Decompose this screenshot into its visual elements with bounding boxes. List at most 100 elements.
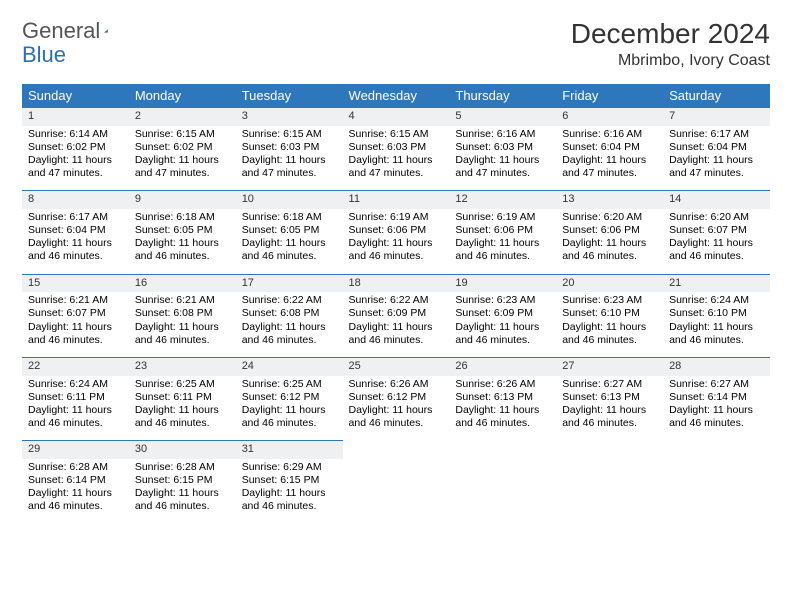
day-body: Sunrise: 6:19 AMSunset: 6:06 PMDaylight:… <box>449 209 556 274</box>
daylight-line: Daylight: 11 hours and 46 minutes. <box>349 237 444 263</box>
day-body: Sunrise: 6:27 AMSunset: 6:13 PMDaylight:… <box>556 376 663 441</box>
day-number: 12 <box>449 190 556 209</box>
sunrise-line: Sunrise: 6:15 AM <box>349 128 444 141</box>
daylight-line: Daylight: 11 hours and 47 minutes. <box>562 154 657 180</box>
day-body: Sunrise: 6:23 AMSunset: 6:09 PMDaylight:… <box>449 292 556 357</box>
sunrise-line: Sunrise: 6:15 AM <box>242 128 337 141</box>
sunset-line: Sunset: 6:04 PM <box>28 224 123 237</box>
day-number: 17 <box>236 274 343 293</box>
day-body: Sunrise: 6:28 AMSunset: 6:15 PMDaylight:… <box>129 459 236 524</box>
day-body: Sunrise: 6:27 AMSunset: 6:14 PMDaylight:… <box>663 376 770 441</box>
day-number: 18 <box>343 274 450 293</box>
sunset-line: Sunset: 6:10 PM <box>669 307 764 320</box>
sunrise-line: Sunrise: 6:19 AM <box>349 211 444 224</box>
sunrise-line: Sunrise: 6:22 AM <box>349 294 444 307</box>
calendar-cell: 18Sunrise: 6:22 AMSunset: 6:09 PMDayligh… <box>343 274 450 357</box>
sunset-line: Sunset: 6:13 PM <box>562 391 657 404</box>
calendar-cell: 17Sunrise: 6:22 AMSunset: 6:08 PMDayligh… <box>236 274 343 357</box>
brand-triangle-icon <box>104 22 108 40</box>
daylight-line: Daylight: 11 hours and 46 minutes. <box>28 487 123 513</box>
day-number: 16 <box>129 274 236 293</box>
day-body: Sunrise: 6:15 AMSunset: 6:03 PMDaylight:… <box>236 126 343 191</box>
sunrise-line: Sunrise: 6:26 AM <box>455 378 550 391</box>
weekday-header: Friday <box>556 84 663 107</box>
day-body: Sunrise: 6:26 AMSunset: 6:13 PMDaylight:… <box>449 376 556 441</box>
sunrise-line: Sunrise: 6:21 AM <box>28 294 123 307</box>
calendar-cell: 31Sunrise: 6:29 AMSunset: 6:15 PMDayligh… <box>236 440 343 523</box>
sunrise-line: Sunrise: 6:21 AM <box>135 294 230 307</box>
calendar-head: SundayMondayTuesdayWednesdayThursdayFrid… <box>22 84 770 107</box>
sunset-line: Sunset: 6:11 PM <box>28 391 123 404</box>
weekday-header: Thursday <box>449 84 556 107</box>
sunrise-line: Sunrise: 6:26 AM <box>349 378 444 391</box>
calendar-cell: 4Sunrise: 6:15 AMSunset: 6:03 PMDaylight… <box>343 107 450 190</box>
daylight-line: Daylight: 11 hours and 46 minutes. <box>562 404 657 430</box>
day-body: Sunrise: 6:22 AMSunset: 6:08 PMDaylight:… <box>236 292 343 357</box>
day-body: Sunrise: 6:19 AMSunset: 6:06 PMDaylight:… <box>343 209 450 274</box>
sunset-line: Sunset: 6:04 PM <box>562 141 657 154</box>
day-body: Sunrise: 6:17 AMSunset: 6:04 PMDaylight:… <box>22 209 129 274</box>
daylight-line: Daylight: 11 hours and 46 minutes. <box>349 404 444 430</box>
calendar-cell: 14Sunrise: 6:20 AMSunset: 6:07 PMDayligh… <box>663 190 770 273</box>
calendar-table: SundayMondayTuesdayWednesdayThursdayFrid… <box>22 84 770 523</box>
sunset-line: Sunset: 6:10 PM <box>562 307 657 320</box>
daylight-line: Daylight: 11 hours and 46 minutes. <box>349 321 444 347</box>
sunset-line: Sunset: 6:12 PM <box>349 391 444 404</box>
sunrise-line: Sunrise: 6:28 AM <box>28 461 123 474</box>
sunset-line: Sunset: 6:12 PM <box>242 391 337 404</box>
day-body: Sunrise: 6:21 AMSunset: 6:07 PMDaylight:… <box>22 292 129 357</box>
brand-logo-sub: Blue <box>22 42 66 68</box>
day-number: 28 <box>663 357 770 376</box>
sunset-line: Sunset: 6:15 PM <box>242 474 337 487</box>
month-title: December 2024 <box>571 18 770 50</box>
daylight-line: Daylight: 11 hours and 46 minutes. <box>242 487 337 513</box>
day-body: Sunrise: 6:15 AMSunset: 6:02 PMDaylight:… <box>129 126 236 191</box>
sunrise-line: Sunrise: 6:23 AM <box>562 294 657 307</box>
day-body: Sunrise: 6:25 AMSunset: 6:12 PMDaylight:… <box>236 376 343 441</box>
weekday-header: Wednesday <box>343 84 450 107</box>
day-body: Sunrise: 6:22 AMSunset: 6:09 PMDaylight:… <box>343 292 450 357</box>
day-number: 8 <box>22 190 129 209</box>
day-number: 22 <box>22 357 129 376</box>
day-number: 31 <box>236 440 343 459</box>
calendar-body: 1Sunrise: 6:14 AMSunset: 6:02 PMDaylight… <box>22 107 770 523</box>
sunrise-line: Sunrise: 6:16 AM <box>562 128 657 141</box>
daylight-line: Daylight: 11 hours and 47 minutes. <box>455 154 550 180</box>
calendar-row: 8Sunrise: 6:17 AMSunset: 6:04 PMDaylight… <box>22 190 770 273</box>
day-number: 27 <box>556 357 663 376</box>
sunset-line: Sunset: 6:14 PM <box>669 391 764 404</box>
daylight-line: Daylight: 11 hours and 46 minutes. <box>242 321 337 347</box>
sunrise-line: Sunrise: 6:27 AM <box>562 378 657 391</box>
calendar-cell <box>556 440 663 523</box>
sunset-line: Sunset: 6:08 PM <box>242 307 337 320</box>
calendar-cell: 19Sunrise: 6:23 AMSunset: 6:09 PMDayligh… <box>449 274 556 357</box>
day-body: Sunrise: 6:17 AMSunset: 6:04 PMDaylight:… <box>663 126 770 191</box>
calendar-cell: 13Sunrise: 6:20 AMSunset: 6:06 PMDayligh… <box>556 190 663 273</box>
weekday-header: Monday <box>129 84 236 107</box>
day-body: Sunrise: 6:26 AMSunset: 6:12 PMDaylight:… <box>343 376 450 441</box>
daylight-line: Daylight: 11 hours and 46 minutes. <box>28 237 123 263</box>
sunset-line: Sunset: 6:06 PM <box>455 224 550 237</box>
sunrise-line: Sunrise: 6:17 AM <box>669 128 764 141</box>
daylight-line: Daylight: 11 hours and 47 minutes. <box>669 154 764 180</box>
sunset-line: Sunset: 6:11 PM <box>135 391 230 404</box>
sunset-line: Sunset: 6:03 PM <box>455 141 550 154</box>
day-number: 23 <box>129 357 236 376</box>
sunrise-line: Sunrise: 6:20 AM <box>669 211 764 224</box>
sunset-line: Sunset: 6:03 PM <box>242 141 337 154</box>
sunrise-line: Sunrise: 6:16 AM <box>455 128 550 141</box>
day-body: Sunrise: 6:15 AMSunset: 6:03 PMDaylight:… <box>343 126 450 191</box>
day-number: 13 <box>556 190 663 209</box>
sunset-line: Sunset: 6:13 PM <box>455 391 550 404</box>
brand-logo: General <box>22 18 126 44</box>
daylight-line: Daylight: 11 hours and 46 minutes. <box>242 404 337 430</box>
weekday-header: Tuesday <box>236 84 343 107</box>
sunrise-line: Sunrise: 6:20 AM <box>562 211 657 224</box>
sunset-line: Sunset: 6:03 PM <box>349 141 444 154</box>
daylight-line: Daylight: 11 hours and 47 minutes. <box>242 154 337 180</box>
day-body: Sunrise: 6:25 AMSunset: 6:11 PMDaylight:… <box>129 376 236 441</box>
day-body: Sunrise: 6:20 AMSunset: 6:06 PMDaylight:… <box>556 209 663 274</box>
sunset-line: Sunset: 6:02 PM <box>135 141 230 154</box>
sunrise-line: Sunrise: 6:24 AM <box>669 294 764 307</box>
day-number: 19 <box>449 274 556 293</box>
